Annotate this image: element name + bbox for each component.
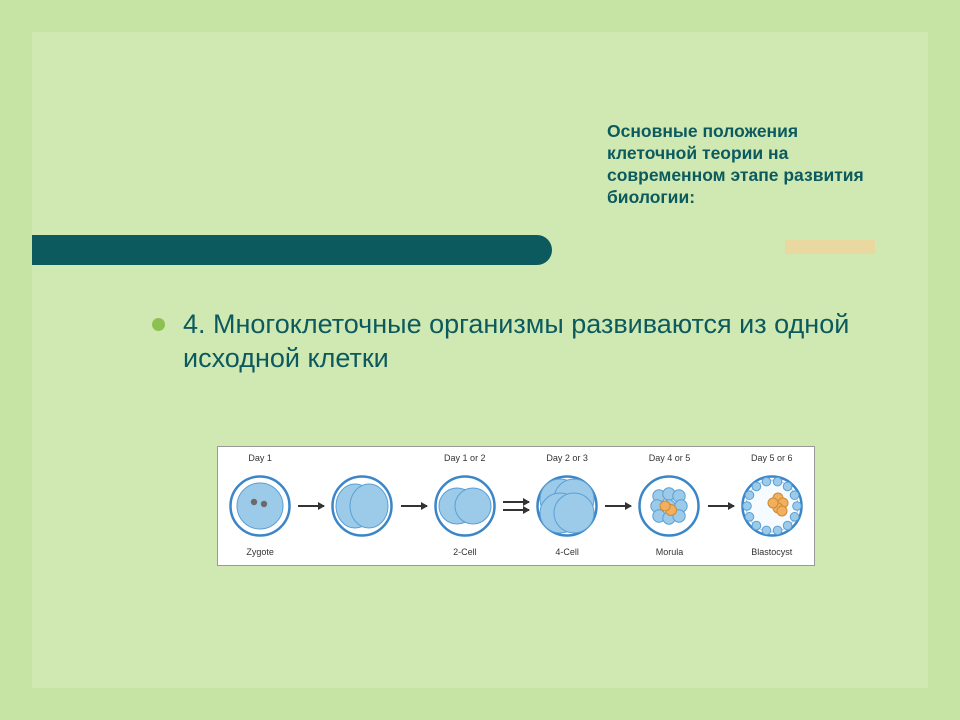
stage-four: Day 2 or 3 4-Cell (533, 453, 601, 559)
arrow-group (704, 453, 738, 559)
stage-top-label: Day 2 or 3 (546, 453, 588, 465)
cell-zygote-icon (229, 467, 291, 545)
cell-blastocyst-icon (741, 467, 803, 545)
arrow-icon (503, 509, 529, 511)
slide-canvas: Основные положения клеточной теории на с… (32, 32, 928, 688)
embryo-development-diagram: Day 1 Zygote Day 1 or 2 (217, 446, 815, 566)
bullet-item: 4. Многоклеточные организмы развиваются … (152, 308, 872, 376)
stage-top-label: Day 5 or 6 (751, 453, 793, 465)
arrow-group (397, 453, 431, 559)
stage-top-label: Day 1 or 2 (444, 453, 486, 465)
slide-title: Основные положения клеточной теории на с… (607, 121, 887, 209)
stage-morula: Day 4 or 5 Morula (635, 453, 703, 559)
stage-two: Day 1 or 2 2-Cell (431, 453, 499, 559)
cell-morula-icon (638, 467, 700, 545)
arrow-icon (401, 505, 427, 507)
stage-fert (328, 453, 396, 559)
cell-two-icon (434, 467, 496, 545)
arrow-icon (298, 505, 324, 507)
arrow-group (499, 453, 533, 559)
arrow-icon (503, 501, 529, 503)
stage-bottom-label: Zygote (246, 547, 274, 559)
stage-blastocyst: Day 5 or 6 Blastocyst (738, 453, 806, 559)
stage-top-label: Day 1 (248, 453, 272, 465)
arrow-icon (708, 505, 734, 507)
arrow-group (601, 453, 635, 559)
bullet-text: 4. Многоклеточные организмы развиваются … (183, 308, 872, 376)
arrow-icon (605, 505, 631, 507)
decoration-bar (32, 235, 552, 265)
stage-bottom-label: 2-Cell (453, 547, 477, 559)
cell-four-icon (536, 467, 598, 545)
stage-bottom-label: Blastocyst (751, 547, 792, 559)
stage-zygote: Day 1 Zygote (226, 453, 294, 559)
stage-top-label: Day 4 or 5 (649, 453, 691, 465)
stage-bottom-label: Morula (656, 547, 684, 559)
cell-fert-icon (331, 467, 393, 545)
stage-bottom-label: 4-Cell (555, 547, 579, 559)
decoration-accent (785, 240, 875, 254)
bullet-dot-icon (152, 318, 165, 331)
arrow-group (294, 453, 328, 559)
